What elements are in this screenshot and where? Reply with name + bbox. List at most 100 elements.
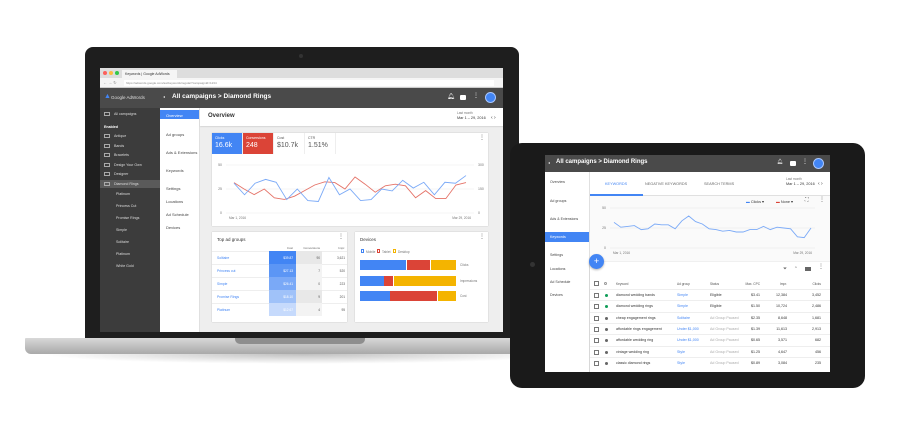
ad-group-link[interactable]: Solitaire — [217, 256, 230, 260]
filter-icon[interactable]: ⏷ — [783, 266, 788, 272]
row-checkbox[interactable] — [594, 304, 599, 310]
more-vert-icon[interactable]: ⋮ — [473, 93, 479, 99]
cell-ad-group[interactable]: Solitaire — [677, 315, 690, 320]
close-window-button[interactable] — [103, 71, 107, 75]
more-vert-icon[interactable]: ⋮ — [818, 264, 824, 270]
metric-selector-1[interactable]: ▬ Clicks ▾ — [746, 200, 764, 204]
nav-item-ads-extensions[interactable]: Ads & Extensions — [166, 150, 198, 155]
tab-negative-keywords[interactable]: NEGATIVE KEYWORDS — [645, 182, 688, 186]
sidebar-campaign[interactable]: Diamond Rings — [114, 182, 139, 186]
sidebar-campaign[interactable]: Bracelets — [114, 153, 129, 158]
column-header[interactable]: Ad group — [677, 281, 690, 286]
briefcase-icon[interactable] — [790, 161, 796, 166]
minimize-window-button[interactable] — [109, 71, 113, 75]
metric-selector-2[interactable]: ▬ None ▾ — [776, 200, 793, 204]
bar-metric-label[interactable]: Clicks — [460, 263, 469, 267]
cell-ad-group[interactable]: Style — [677, 349, 685, 354]
column-header[interactable]: Clicks — [812, 281, 822, 286]
date-range[interactable]: Mar 1 – 29, 2016 — [786, 182, 815, 186]
row-checkbox[interactable] — [594, 338, 599, 344]
bell-icon[interactable]: 🔔︎ — [777, 159, 784, 165]
table-row[interactable]: cheap engagement rings Solitaire Ad Group … — [590, 311, 830, 323]
prev-next-icons[interactable]: ‹ › — [818, 181, 823, 187]
column-header[interactable]: Keyword — [616, 281, 629, 286]
cell-ad-group[interactable]: Under $1,000 — [677, 326, 699, 331]
browser-tab[interactable]: Keywords | Google AdWords — [122, 70, 177, 78]
avatar[interactable] — [813, 158, 824, 169]
more-vert-icon[interactable]: ⋮ — [338, 234, 344, 240]
cell-ad-group[interactable]: Simple — [677, 304, 688, 309]
sidebar-ad-group[interactable]: Solitaire — [116, 240, 129, 244]
metric-tile[interactable]: Clicks 16.6k — [212, 133, 243, 154]
prev-next-icons[interactable]: ‹ › — [491, 115, 496, 121]
column-header[interactable]: Status — [710, 281, 720, 286]
tab-search-terms[interactable]: SEARCH TERMS — [704, 182, 735, 186]
column-header[interactable]: Impr. — [779, 281, 787, 286]
bell-icon[interactable]: 🔔︎ — [447, 94, 455, 100]
date-range[interactable]: Mar 1 – 29, 2016 — [457, 116, 486, 120]
table-row[interactable]: diamond wedding rings Simple Eligible $1.50… — [590, 300, 830, 311]
nav-item-settings[interactable]: Settings — [166, 186, 181, 191]
tab-keywords[interactable]: KEYWORDS — [605, 182, 628, 186]
column-header[interactable]: Cost — [286, 246, 293, 250]
table-row[interactable]: diamond wedding bands Simple Eligible $3.41… — [590, 289, 830, 300]
row-checkbox[interactable] — [594, 360, 599, 366]
nav-item-overview[interactable]: Overview — [166, 113, 183, 118]
nav-item-keywords[interactable]: Keywords — [166, 168, 184, 173]
cell-ad-group[interactable]: Style — [677, 360, 685, 365]
nav-item-ad-schedule[interactable]: Ad Schedule — [166, 212, 189, 217]
add-keyword-fab[interactable]: + — [589, 254, 604, 269]
ad-group-link[interactable]: Platinum — [217, 308, 231, 312]
segment-icon[interactable]: ◔ — [794, 265, 798, 271]
ad-group-link[interactable]: Promise Rings — [217, 295, 240, 299]
ad-group-link[interactable]: Princess cut — [217, 269, 236, 273]
sidebar-campaign[interactable]: Design Your Own — [114, 162, 142, 167]
metric-tile[interactable]: Conversions 248 — [243, 133, 274, 154]
sidebar-campaign[interactable]: Designer — [114, 172, 129, 177]
more-vert-icon[interactable]: ⋮ — [802, 159, 808, 165]
nav-item-ad-groups[interactable]: Ad groups — [550, 199, 567, 203]
sidebar-ad-group[interactable]: Princess Cut — [116, 204, 137, 208]
table-row[interactable]: classic diamond rings Style Ad Group Pause… — [590, 356, 830, 368]
maximize-window-button[interactable] — [115, 71, 119, 75]
nav-item-devices[interactable]: Devices — [166, 225, 181, 230]
more-vert-icon[interactable]: ⋮ — [819, 197, 825, 203]
nav-item-settings[interactable]: Settings — [550, 253, 563, 257]
collapse-icon[interactable]: ◂ — [163, 94, 166, 99]
sidebar-ad-group[interactable]: White Gold — [116, 264, 134, 268]
bar-metric-label[interactable]: Cost — [460, 294, 467, 298]
nav-item-ads-extensions[interactable]: Ads & Extensions — [550, 217, 579, 221]
nav-item-keywords[interactable]: Keywords — [550, 235, 566, 239]
nav-item-overview[interactable]: Overview — [550, 180, 565, 184]
row-checkbox[interactable] — [594, 326, 599, 332]
collapse-icon[interactable]: ◂ — [548, 160, 551, 165]
row-checkbox[interactable] — [594, 315, 599, 321]
table-row[interactable]: affordable wedding ring Under $1,000 Ad Gr… — [590, 334, 830, 345]
more-vert-icon[interactable]: ⋮ — [479, 234, 485, 240]
bar-metric-label[interactable]: Impressions — [460, 278, 478, 283]
column-header[interactable]: Max. CPC — [745, 281, 760, 286]
sidebar-all-campaigns[interactable]: All campaigns — [114, 112, 137, 116]
nav-item-devices[interactable]: Devices — [550, 293, 563, 297]
sidebar-campaign[interactable]: Bands — [114, 143, 125, 148]
nav-item-locations[interactable]: Locations — [166, 199, 184, 204]
select-all-checkbox[interactable] — [594, 281, 599, 286]
nav-item-ad-groups[interactable]: Ad groups — [166, 132, 185, 137]
briefcase-icon[interactable] — [460, 95, 466, 100]
ad-group-link[interactable]: Simple — [217, 282, 228, 286]
column-header[interactable]: Conversions — [303, 246, 320, 250]
column-header[interactable]: Impr. — [338, 246, 345, 250]
columns-icon[interactable] — [805, 267, 811, 271]
cell-ad-group[interactable]: Under $1,000 — [677, 338, 699, 343]
row-checkbox[interactable] — [594, 349, 599, 355]
sidebar-ad-group[interactable]: Platinum — [116, 192, 130, 196]
cell-ad-group[interactable]: Simple — [677, 293, 688, 297]
metric-tile[interactable]: Cost $10.7k — [274, 133, 305, 154]
sidebar-ad-group[interactable]: Platinum — [116, 252, 130, 256]
back-forward-reload-icons[interactable]: ← → ↻ — [103, 80, 117, 85]
sidebar-ad-group[interactable]: Promise Rings — [116, 216, 140, 220]
nav-item-ad-schedule[interactable]: Ad Schedule — [550, 280, 571, 284]
row-checkbox[interactable] — [594, 293, 599, 298]
table-row[interactable]: affordable rings engagement Under $1,000 A… — [590, 322, 830, 334]
sidebar-campaign[interactable]: Antique — [114, 134, 127, 138]
